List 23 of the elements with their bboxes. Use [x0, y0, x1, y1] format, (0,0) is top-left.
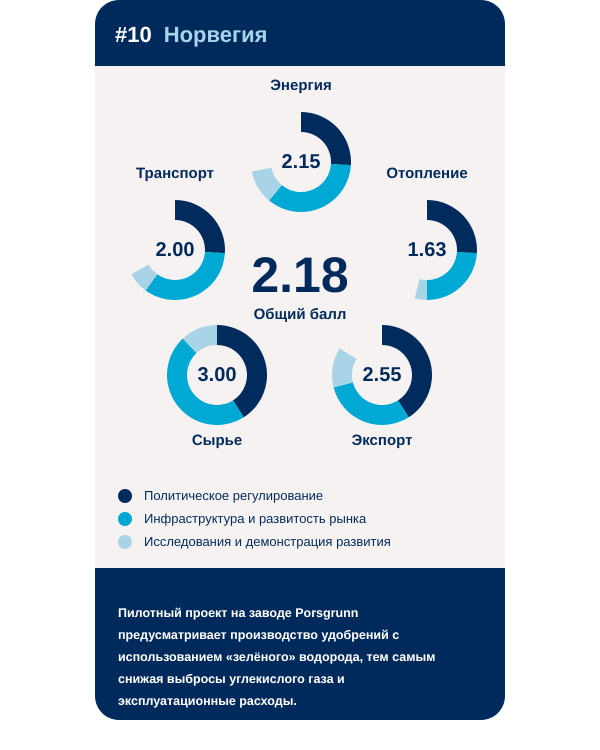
- chart-title: Отопление: [385, 165, 469, 182]
- donut-slice: [334, 382, 409, 425]
- text: 2.18: [250, 246, 350, 304]
- text: Норвегия: [164, 22, 268, 47]
- text: 2.55: [362, 364, 402, 386]
- text: 3.00: [198, 364, 236, 386]
- text: #10: [115, 22, 152, 47]
- text: 2.15: [280, 150, 322, 174]
- text: 1.63: [406, 238, 448, 262]
- text: Пилотный проект на заводе Porsgrunn предусматривает производство удобрений с использованием «зелёного» водорода, тем самым снижая выбросы углекислого газа и эксплуатационные расходы.: [118, 605, 436, 710]
- text: 2.00: [154, 238, 196, 262]
- donut-slice: [252, 168, 282, 201]
- donut-slice: [332, 348, 357, 388]
- text: Экспорт: [350, 432, 414, 449]
- legend-label: Политическое регулирование: [144, 488, 324, 503]
- legend-label: Исследования и демонстрация развития: [144, 534, 391, 549]
- chart-title: Энергия: [269, 77, 333, 94]
- text: Общий балл: [252, 306, 348, 323]
- donut-slice: [167, 338, 244, 425]
- legend-label: Инфраструктура и развитость рынка: [144, 511, 366, 526]
- donut-slice: [182, 325, 217, 354]
- chart-title: Транспорт: [134, 165, 216, 182]
- text: Сырье: [190, 432, 244, 449]
